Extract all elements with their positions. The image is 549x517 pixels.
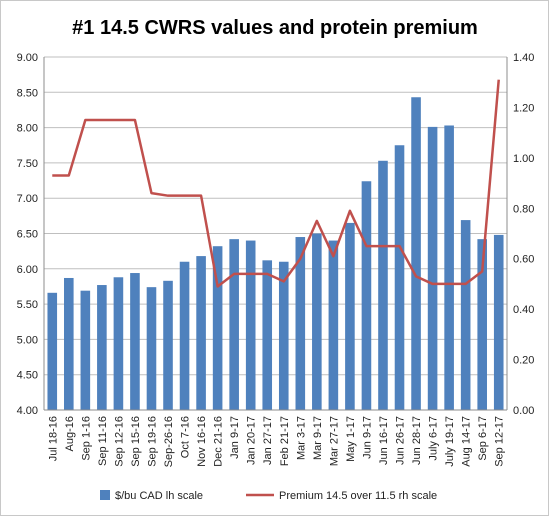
bar	[47, 292, 58, 410]
right-tick-label: 0.40	[513, 304, 534, 316]
x-tick-label: Jun 28-17	[411, 416, 423, 465]
bar	[130, 273, 140, 410]
left-tick-label: 6.00	[17, 264, 38, 276]
right-tick-label: 0.80	[513, 203, 534, 215]
bar	[212, 246, 223, 410]
x-tick-label: Sep 1-16	[80, 416, 92, 461]
x-tick-label: Sep 19-16	[146, 416, 158, 467]
bar	[245, 240, 256, 410]
left-tick-label: 5.00	[17, 334, 38, 346]
legend-bar-label: $/bu CAD lh scale	[115, 490, 203, 502]
x-tick-label: Jan 9-17	[229, 416, 241, 459]
x-tick-label: Mar 3-17	[295, 416, 307, 460]
right-tick-label: 0.00	[513, 405, 534, 417]
axes	[43, 57, 508, 411]
x-tick-label: Jan 27-17	[262, 416, 274, 465]
left-tick-label: 6.50	[17, 229, 38, 241]
left-tick-label: 5.50	[17, 299, 38, 311]
bar	[278, 261, 289, 410]
right-axis-ticks: 0.00 0.20 0.40 0.60 0.80 1.00 1.20 1.40	[513, 52, 534, 417]
x-tick-label: Feb 21-17	[279, 416, 291, 466]
left-tick-label: 8.00	[17, 123, 38, 135]
bar	[262, 260, 273, 410]
right-tick-label: 1.00	[513, 153, 534, 165]
x-tick-label: Sep 15-16	[130, 416, 142, 467]
bar	[196, 256, 206, 410]
legend-line-label: Premium 14.5 over 11.5 rh scale	[279, 490, 437, 502]
x-tick-label: July 6-17	[428, 416, 440, 461]
line-series	[52, 79, 500, 288]
bar	[345, 222, 355, 410]
bar	[477, 239, 487, 410]
x-tick-label: Nov 16-16	[196, 416, 208, 467]
left-tick-label: 4.50	[17, 370, 38, 382]
bar	[113, 277, 124, 410]
right-tick-label: 0.60	[513, 254, 534, 266]
x-tick-label: Sep 6-17	[477, 416, 489, 461]
bar	[179, 261, 190, 410]
x-tick-label: Aug 14-17	[461, 416, 473, 467]
x-tick-label: Sep 12-16	[113, 416, 125, 467]
bar	[146, 287, 157, 410]
left-tick-label: 7.50	[17, 158, 38, 170]
x-tick-label: Mar 9-17	[312, 416, 324, 460]
x-tick-label: Jul 18-16	[47, 416, 59, 461]
left-tick-label: 7.00	[17, 193, 38, 205]
x-tick-label: Sep 11-16	[97, 416, 109, 466]
bar	[328, 240, 339, 410]
x-tick-label: May 1-17	[345, 416, 357, 462]
bar	[64, 277, 74, 410]
x-tick-label: Jun 9-17	[361, 416, 373, 459]
bar	[493, 234, 504, 410]
gridlines	[44, 56, 507, 411]
bar	[444, 125, 454, 411]
left-axis-ticks: 4.00 4.50 5.00 5.50 6.00 6.50 7.00 7.50 8.00 8.50…	[17, 52, 38, 417]
x-tick-label: Mar 27-17	[328, 416, 340, 466]
bar-series	[47, 97, 504, 411]
right-tick-label: 1.20	[513, 102, 534, 114]
bar	[411, 97, 421, 410]
x-tick-label: Aug-16	[64, 416, 76, 451]
bar	[97, 285, 107, 410]
bar	[163, 280, 173, 410]
right-tick-label: 0.20	[513, 355, 534, 367]
bar	[295, 237, 306, 410]
left-tick-label: 4.00	[17, 405, 38, 417]
bar	[427, 126, 438, 411]
chart-title: #1 14.5 CWRS values and protein premium	[72, 17, 478, 39]
x-tick-label: Jan 20-17	[246, 416, 258, 465]
x-tick-label: Sep-26-16	[163, 416, 175, 467]
x-tick-label: Dec 21-16	[213, 416, 225, 467]
x-tick-label: July 19-17	[444, 416, 456, 467]
bar	[460, 220, 471, 410]
x-tick-label: Oct 7-16	[180, 416, 192, 458]
right-tick-label: 1.40	[513, 52, 534, 64]
legend: $/bu CAD lh scale Premium 14.5 over 11.5…	[100, 490, 437, 502]
bar	[312, 233, 322, 410]
x-axis-labels: Jul 18-16 Aug-16 Sep 1-16 Sep 11-16 Sep 12-1…	[47, 416, 505, 467]
bar	[361, 181, 372, 410]
bar	[378, 160, 388, 410]
bar	[229, 239, 239, 410]
x-tick-label: Jun 16-17	[378, 416, 390, 465]
x-tick-label: Jun 26-17	[395, 416, 407, 465]
left-tick-label: 8.50	[17, 87, 38, 99]
legend-bar-swatch	[100, 490, 110, 500]
premium-line	[52, 79, 500, 288]
bar	[394, 145, 405, 410]
bar	[80, 290, 91, 410]
x-tick-label: Sep 12-17	[494, 416, 506, 467]
left-tick-label: 9.00	[17, 52, 38, 64]
